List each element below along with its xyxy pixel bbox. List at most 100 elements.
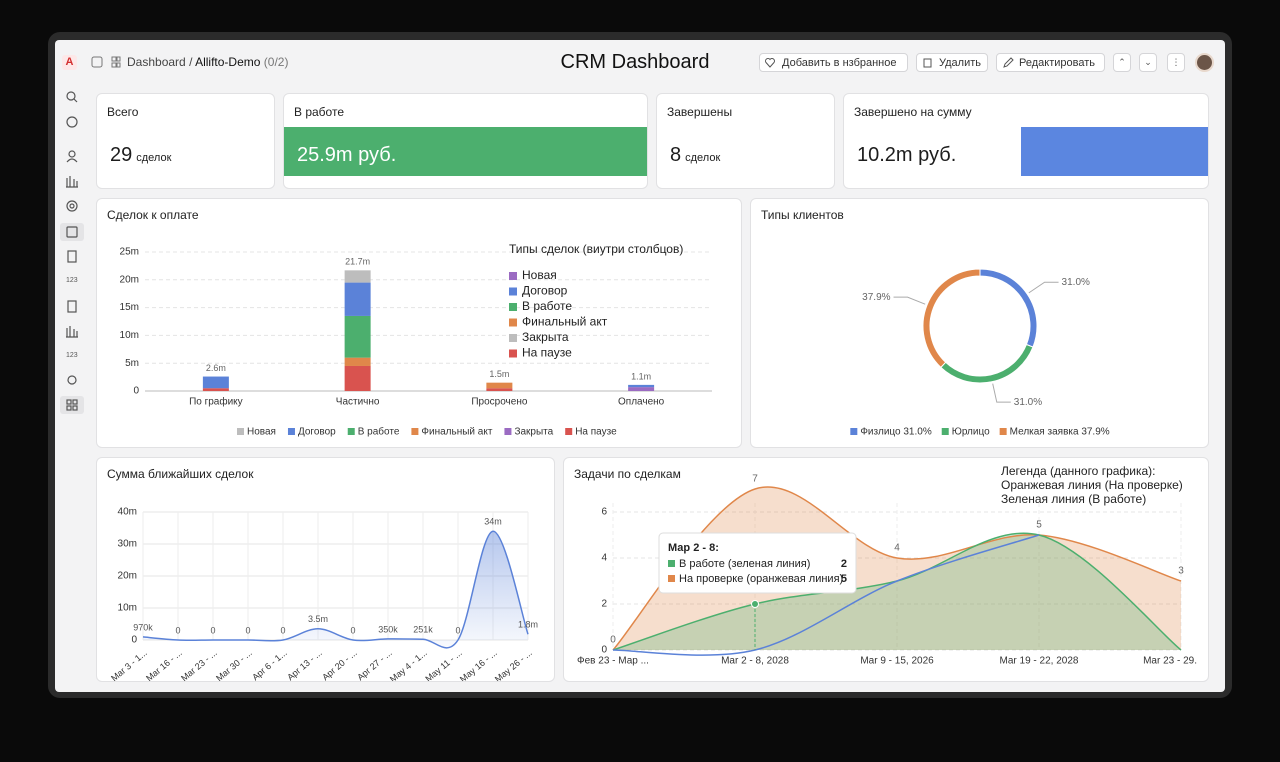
chart-title: Типы клиентов <box>761 208 844 222</box>
y-tick-label: 40m <box>118 507 137 518</box>
dashboard-icon[interactable] <box>66 399 72 405</box>
y-tick-label: 5m <box>125 358 139 369</box>
annotation-label: На паузе <box>522 346 572 360</box>
tooltip-label: На проверке (оранжевая линия) <box>679 573 843 585</box>
chart-card: Задачи по сделкам 0 2 4 6 Фев 23 - Мар ... Mar… <box>563 457 1209 682</box>
kpi-value-row: 29 сделок <box>110 144 171 167</box>
kpi-value-row: 10.2m руб. <box>857 144 956 167</box>
data-label: 0 <box>210 625 215 635</box>
legend-label: Физлицо 31.0% <box>860 427 932 438</box>
doc-icon[interactable] <box>67 300 77 313</box>
grid-icon <box>111 56 117 62</box>
data-label: 0 <box>610 635 616 646</box>
annotation-line: Оранжевая линия (На проверке) <box>1001 478 1183 492</box>
kpi-highlight <box>284 127 647 176</box>
heart-icon <box>765 58 775 68</box>
favorite-button[interactable]: Добавить в нзбранное <box>759 53 908 72</box>
legend-swatch <box>347 428 355 435</box>
legend-swatch <box>999 428 1007 435</box>
settings-icon[interactable] <box>67 375 77 385</box>
y-tick-label: 15m <box>120 302 139 313</box>
grid-icon <box>116 56 121 62</box>
legend-label: В работе <box>358 426 400 438</box>
sidebar-active <box>60 396 84 414</box>
chart: Сделок к оплате 0 5m 10m 15m 20m 25m 2.6m По гра… <box>107 208 712 438</box>
tooltip-swatch <box>668 560 675 567</box>
annotation-swatch <box>509 287 517 296</box>
label-leader <box>1028 281 1059 294</box>
legend-swatch <box>411 428 419 435</box>
bar-total-label: 1.1m <box>631 371 651 381</box>
button-icons <box>765 57 1014 68</box>
tooltip-label: В работе (зеленая линия) <box>679 558 810 570</box>
x-tick-label: Mar 19 - 22, 2028 <box>1000 656 1079 667</box>
search-icon[interactable] <box>66 91 76 101</box>
target-icon[interactable] <box>69 203 75 209</box>
chart-card: Сделок к оплате 0 5m 10m 15m 20m 25m 2.6m По гра… <box>96 198 742 448</box>
annotation-label: Финальный акт <box>522 315 608 329</box>
bar-segment <box>628 384 655 388</box>
donut-segment <box>922 268 981 369</box>
data-label: 0 <box>350 625 355 635</box>
kpi-title: В работе <box>294 105 345 119</box>
x-tick-label: Mar 3 - 1... <box>109 648 149 682</box>
data-label: 1.8m <box>518 620 538 630</box>
user-icon[interactable] <box>66 158 78 163</box>
y-tick-label: 0 <box>601 645 607 656</box>
up-button[interactable]: ⌃ <box>1113 53 1131 72</box>
sidebar-label[interactable]: 123 <box>66 277 78 284</box>
x-tick-label: Mar 23 - 29. <box>1143 656 1197 667</box>
kpi-card: В работе 25.9m руб. <box>283 93 648 189</box>
y-tick-label: 0 <box>133 386 139 397</box>
delete-button[interactable]: Удалить <box>916 53 988 72</box>
grid-icon <box>116 62 121 68</box>
chart-title: Сделок к оплате <box>107 208 199 222</box>
user-circle-icon[interactable] <box>66 116 78 128</box>
legend-swatch <box>287 428 295 435</box>
task-icon[interactable] <box>66 226 78 238</box>
x-tick-label: По графику <box>189 396 243 408</box>
chart-title: Задачи по сделкам <box>574 467 681 481</box>
down-button[interactable]: ⌄ <box>1139 53 1157 72</box>
legend-swatch <box>237 428 244 435</box>
area-line <box>142 530 529 649</box>
edit-button[interactable]: Редактировать <box>996 53 1105 72</box>
logo[interactable]: A <box>62 55 77 70</box>
data-label: 37.9% <box>862 292 890 303</box>
legend-label: На паузе <box>575 427 617 438</box>
y-tick-label: 4 <box>601 553 607 564</box>
kpi-value-row: 8 сделок <box>670 144 720 167</box>
doc-icon[interactable] <box>67 250 77 263</box>
data-label: 3.5m <box>308 614 328 624</box>
x-tick-label: Mar 9 - 15, 2026 <box>860 656 934 667</box>
breadcrumb-count: (0/2) <box>263 55 289 69</box>
legend-label: Юрлицо <box>952 427 990 438</box>
avatar[interactable] <box>1195 53 1214 72</box>
data-label: 0 <box>280 625 285 635</box>
user-icon[interactable] <box>68 150 76 158</box>
search-icon[interactable] <box>73 98 78 103</box>
x-tick-label: Оплачено <box>618 397 665 408</box>
x-tick-label: Mar 2 - 8, 2028 <box>721 656 789 667</box>
dashboard-icon[interactable] <box>66 405 72 411</box>
chart-icon[interactable] <box>66 176 78 188</box>
y-tick-label: 2 <box>601 599 607 610</box>
sidebar-label[interactable]: 123 <box>66 352 78 359</box>
breadcrumb-root[interactable]: Dashboard <box>127 55 186 69</box>
data-label: 0 <box>245 625 250 635</box>
annotation-swatch <box>509 349 517 358</box>
x-tick-label: Частично <box>336 397 380 408</box>
dashboard-icon[interactable] <box>72 405 78 411</box>
chart-icon[interactable] <box>66 326 78 338</box>
grid-icon <box>111 62 117 68</box>
target-icon[interactable] <box>66 200 78 212</box>
annotation-label: Договор <box>522 284 568 298</box>
x-tick-label: May 26 - ... <box>493 648 534 682</box>
kpi-value: 10.2m руб. <box>857 144 957 166</box>
menu-button[interactable]: ⋮ <box>1167 53 1185 72</box>
label-leader <box>992 383 1011 403</box>
data-label: 350k <box>378 624 398 634</box>
dashboard-icon[interactable] <box>72 399 78 405</box>
annotation-label: В работе <box>522 299 572 313</box>
kpi-unit: сделок <box>136 152 172 164</box>
